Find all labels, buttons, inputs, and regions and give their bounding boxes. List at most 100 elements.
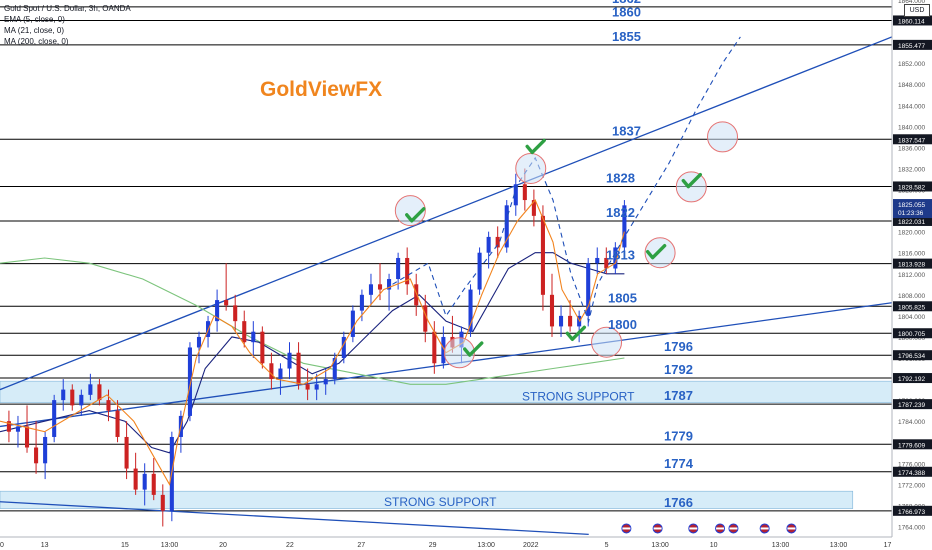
level-label: 1800 — [608, 317, 637, 332]
candle-body — [549, 294, 555, 327]
level-label: 1862 — [612, 0, 641, 6]
candle — [504, 200, 509, 253]
candle — [106, 389, 111, 422]
candle-body — [504, 205, 509, 248]
highlight-circle — [591, 326, 623, 358]
candle-body — [522, 184, 527, 201]
candle-body — [387, 279, 392, 290]
level-label: 1766 — [664, 495, 693, 510]
candle — [79, 389, 84, 416]
candle-body — [97, 384, 102, 401]
candle — [531, 189, 536, 227]
candle — [269, 352, 274, 390]
candle-body — [405, 257, 410, 285]
price-tick: 1820.000 — [898, 230, 925, 237]
candle-body — [432, 331, 437, 364]
candle-body — [215, 300, 220, 322]
level-label: 1855 — [612, 29, 641, 44]
ma21-line — [0, 252, 625, 454]
candle-body — [269, 363, 274, 380]
candle — [568, 300, 573, 332]
highlight-circle — [675, 171, 707, 203]
trend-line — [0, 302, 893, 428]
price-tick: 1844.000 — [898, 103, 925, 110]
check-icon — [525, 138, 546, 155]
price-tick: 1800.000 — [898, 335, 925, 342]
candle — [432, 321, 437, 374]
candle — [613, 242, 618, 274]
candle-body — [468, 289, 473, 332]
candle-body — [124, 436, 129, 469]
check-icon — [405, 207, 426, 223]
candle — [124, 421, 129, 480]
candle-body — [287, 352, 292, 369]
candle — [151, 458, 156, 501]
indicator-ema5[interactable]: EMA (5, close, 0) — [4, 15, 65, 24]
event-flag-icon — [688, 523, 699, 534]
time-tick: 13:00 — [830, 542, 848, 549]
indicator-ma200[interactable]: MA (200, close, 0) — [4, 37, 69, 46]
candle-body — [106, 400, 111, 411]
candle-body — [52, 400, 57, 437]
price-tag-label: 1837.547 — [898, 137, 925, 144]
price-tick: 1808.000 — [898, 293, 925, 300]
check-icon — [463, 341, 484, 357]
check-icon — [681, 172, 702, 189]
candle-body — [323, 379, 328, 385]
candle — [305, 368, 310, 401]
price-tag — [893, 439, 932, 450]
candle — [187, 342, 192, 422]
candle — [586, 257, 591, 327]
candle-body — [187, 347, 192, 416]
candle-body — [595, 257, 600, 264]
level-label: 1796 — [664, 339, 693, 354]
price-tag — [893, 258, 932, 269]
candle-body — [34, 447, 39, 464]
time-tick: 5 — [605, 542, 609, 549]
candle — [115, 400, 120, 443]
highlight-circle — [394, 195, 426, 227]
candle-body — [224, 300, 229, 306]
candle-body — [513, 184, 518, 206]
candle-body — [341, 336, 346, 358]
candle — [468, 284, 473, 337]
price-tag-label: 1860.114 — [898, 18, 925, 25]
event-flag-icon — [652, 523, 663, 534]
price-tick: 1816.000 — [898, 251, 925, 258]
candle — [477, 247, 482, 295]
currency-button[interactable]: USD — [904, 4, 930, 17]
candle — [423, 294, 428, 343]
price-tick: 1812.000 — [898, 272, 925, 279]
candle-body — [260, 331, 265, 364]
candle-body — [305, 384, 310, 390]
level-label: 1787 — [664, 388, 693, 403]
candle-body — [115, 410, 120, 437]
candle-body — [540, 215, 545, 295]
indicator-ma21[interactable]: MA (21, close, 0) — [4, 26, 65, 35]
price-tag-label: 1796.534 — [898, 353, 925, 360]
time-tick: 20 — [219, 542, 227, 549]
time-tick: 29 — [429, 542, 437, 549]
candle — [15, 415, 21, 448]
check-icon — [565, 325, 587, 342]
candle-body — [577, 315, 582, 327]
price-tag — [893, 181, 932, 192]
candle-body — [196, 336, 202, 348]
candle — [61, 379, 66, 411]
candle — [549, 273, 555, 337]
candle-body — [133, 468, 138, 490]
time-tick: 13:00 — [651, 542, 669, 549]
time-tick: 2022 — [523, 542, 539, 549]
time-tick: 22 — [286, 542, 294, 549]
level-label: 1805 — [608, 290, 637, 305]
candle — [323, 368, 328, 395]
highlight-circle — [707, 121, 739, 153]
candle — [287, 342, 292, 380]
price-tag — [893, 301, 932, 312]
price-tag — [893, 350, 932, 361]
candle — [233, 294, 238, 332]
candle — [405, 247, 410, 295]
candle-body — [350, 310, 355, 337]
price-tag-label: 1800.705 — [898, 331, 925, 338]
